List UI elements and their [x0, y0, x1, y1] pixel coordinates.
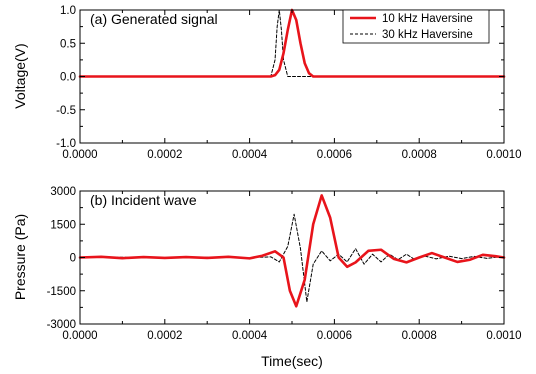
- panel-b-xtick-label: 0.0000: [62, 330, 97, 342]
- panel-a-xtick-label: 0.0006: [317, 149, 352, 161]
- panel-a-ylabel: Voltage(V): [12, 43, 28, 108]
- panel-b-annotation: (b) Incident wave: [90, 192, 197, 208]
- panel-a-ytick-label: -1.0: [56, 138, 76, 150]
- legend-label-30khz: 30 kHz Haversine: [382, 29, 473, 41]
- legend-label-10khz: 10 kHz Haversine: [382, 13, 473, 25]
- panel-b: 0.0000 0.0002 0.0004 0.0006 0.0008 0.0010 -300…: [12, 186, 522, 369]
- panel-a-ytick-label: -0.5: [56, 105, 76, 117]
- panel-a-annotation: (a) Generated signal: [90, 11, 218, 27]
- panel-a: 0.0000 0.0002 0.0004 0.0006 0.0008 0.0010 -1.0…: [12, 5, 522, 161]
- panel-b-xtick-label: 0.0006: [317, 330, 352, 342]
- panel-a-ytick-label: 1.0: [60, 5, 76, 17]
- panel-b-ytick-label: 0: [70, 253, 76, 265]
- panel-b-ytick-label: -1500: [47, 286, 76, 298]
- panel-a-xtick-label: 0.0010: [486, 149, 521, 161]
- panel-b-ytick-label: 1500: [50, 219, 76, 231]
- panel-b-ytick-label: 3000: [50, 186, 76, 198]
- panel-b-xtick-label: 0.0010: [486, 330, 521, 342]
- panel-b-xtick-label: 0.0002: [147, 330, 182, 342]
- panel-b-xtick-label: 0.0004: [232, 330, 268, 342]
- panel-a-ytick-label: 0.5: [60, 38, 76, 50]
- panel-b-xtick-label: 0.0008: [402, 330, 437, 342]
- panel-b-xlabel: Time(sec): [261, 353, 323, 369]
- panel-a-xtick-label: 0.0002: [147, 149, 182, 161]
- panel-a-xtick-label: 0.0008: [402, 149, 437, 161]
- panel-a-ytick-label: 0.0: [60, 72, 76, 84]
- panel-a-xtick-label: 0.0000: [62, 149, 97, 161]
- legend: 10 kHz Haversine 30 kHz Haversine: [342, 9, 490, 44]
- panel-b-series-10khz-line: [78, 194, 506, 308]
- panel-b-ylabel: Pressure (Pa): [12, 214, 28, 300]
- panel-b-ytick-label: -3000: [47, 319, 76, 331]
- legend-box: [342, 9, 490, 44]
- panel-a-xtick-label: 0.0004: [232, 149, 268, 161]
- panel-b-series-30khz-line: [79, 213, 505, 303]
